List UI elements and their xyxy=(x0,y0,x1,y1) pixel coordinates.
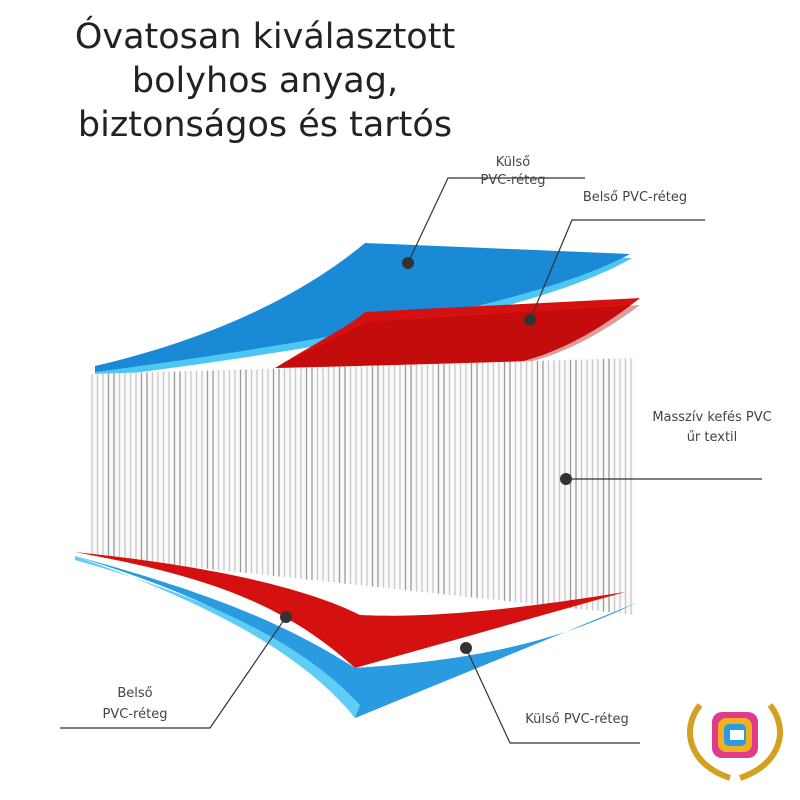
fiber-core xyxy=(90,358,635,615)
fiber-bg xyxy=(90,358,635,615)
label: űr textil xyxy=(687,430,738,445)
leader xyxy=(407,177,585,264)
label: Masszív kefés PVC xyxy=(652,410,771,425)
bottom-inner-layer xyxy=(75,552,625,668)
badge xyxy=(687,703,783,781)
title-line: Óvatosan kiválasztott xyxy=(75,15,455,57)
top-inner-shade xyxy=(275,305,640,368)
leader xyxy=(529,219,705,321)
title-line: bolyhos anyag, xyxy=(132,61,398,101)
label: Külső PVC-réteg xyxy=(525,712,629,727)
top-inner-layer xyxy=(275,298,640,368)
title-line: biztonságos és tartós xyxy=(78,105,452,145)
label: PVC-réteg xyxy=(481,173,546,188)
label: Belső PVC-réteg xyxy=(583,190,687,205)
leader xyxy=(60,616,287,729)
leader xyxy=(465,647,640,744)
bottom-outer-layer xyxy=(75,556,636,718)
label: Belső xyxy=(117,686,152,701)
label: Külső xyxy=(496,155,531,170)
top-outer-layer xyxy=(95,243,630,372)
dots xyxy=(280,257,572,654)
label: PVC-réteg xyxy=(103,707,168,722)
